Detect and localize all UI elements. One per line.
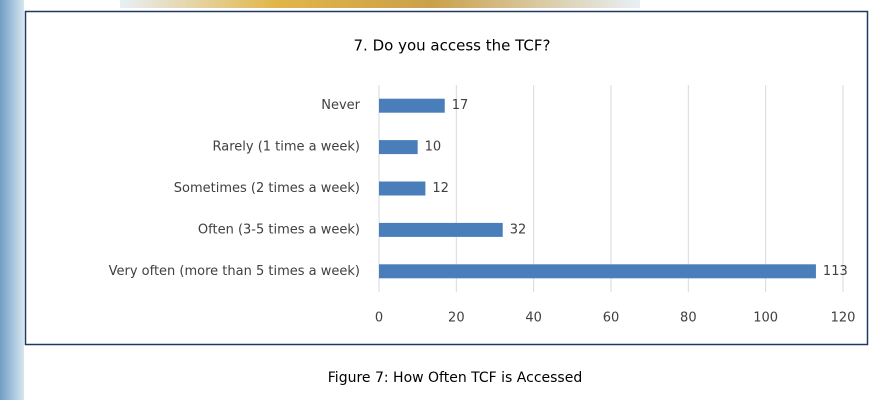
- page: 7. Do you access the TCF? Figure 7: How …: [0, 0, 889, 400]
- bar: [379, 140, 418, 154]
- x-tick-label: 60: [603, 311, 620, 326]
- x-tick-label: 40: [525, 311, 542, 326]
- x-tick-label: 20: [448, 311, 465, 326]
- bar: [379, 223, 503, 237]
- y-tick-label: Never: [321, 98, 360, 113]
- bar: [379, 99, 445, 113]
- data-label: 32: [510, 222, 527, 237]
- top-decoration: [120, 0, 640, 8]
- chart-title: 7. Do you access the TCF?: [354, 37, 551, 55]
- x-tick-label: 0: [375, 311, 383, 326]
- x-tick-label: 120: [831, 311, 856, 326]
- bar: [379, 264, 816, 278]
- data-label: 113: [823, 264, 848, 279]
- data-label: 10: [425, 140, 442, 155]
- data-label: 17: [452, 98, 469, 113]
- chart-frame: [26, 12, 868, 345]
- chart: 7. Do you access the TCF? Figure 7: How …: [0, 0, 889, 400]
- data-label: 12: [432, 181, 449, 196]
- caption: Figure 7: How Often TCF is Accessed: [328, 370, 582, 386]
- x-tick-label: 80: [680, 311, 697, 326]
- y-tick-label: Rarely (1 time a week): [212, 140, 360, 155]
- y-tick-label: Very often (more than 5 times a week): [109, 264, 360, 279]
- bar: [379, 182, 425, 196]
- y-tick-label: Often (3-5 times a week): [198, 222, 360, 237]
- y-tick-label: Sometimes (2 times a week): [174, 181, 360, 196]
- x-tick-label: 100: [753, 311, 778, 326]
- left-decoration: [0, 0, 24, 400]
